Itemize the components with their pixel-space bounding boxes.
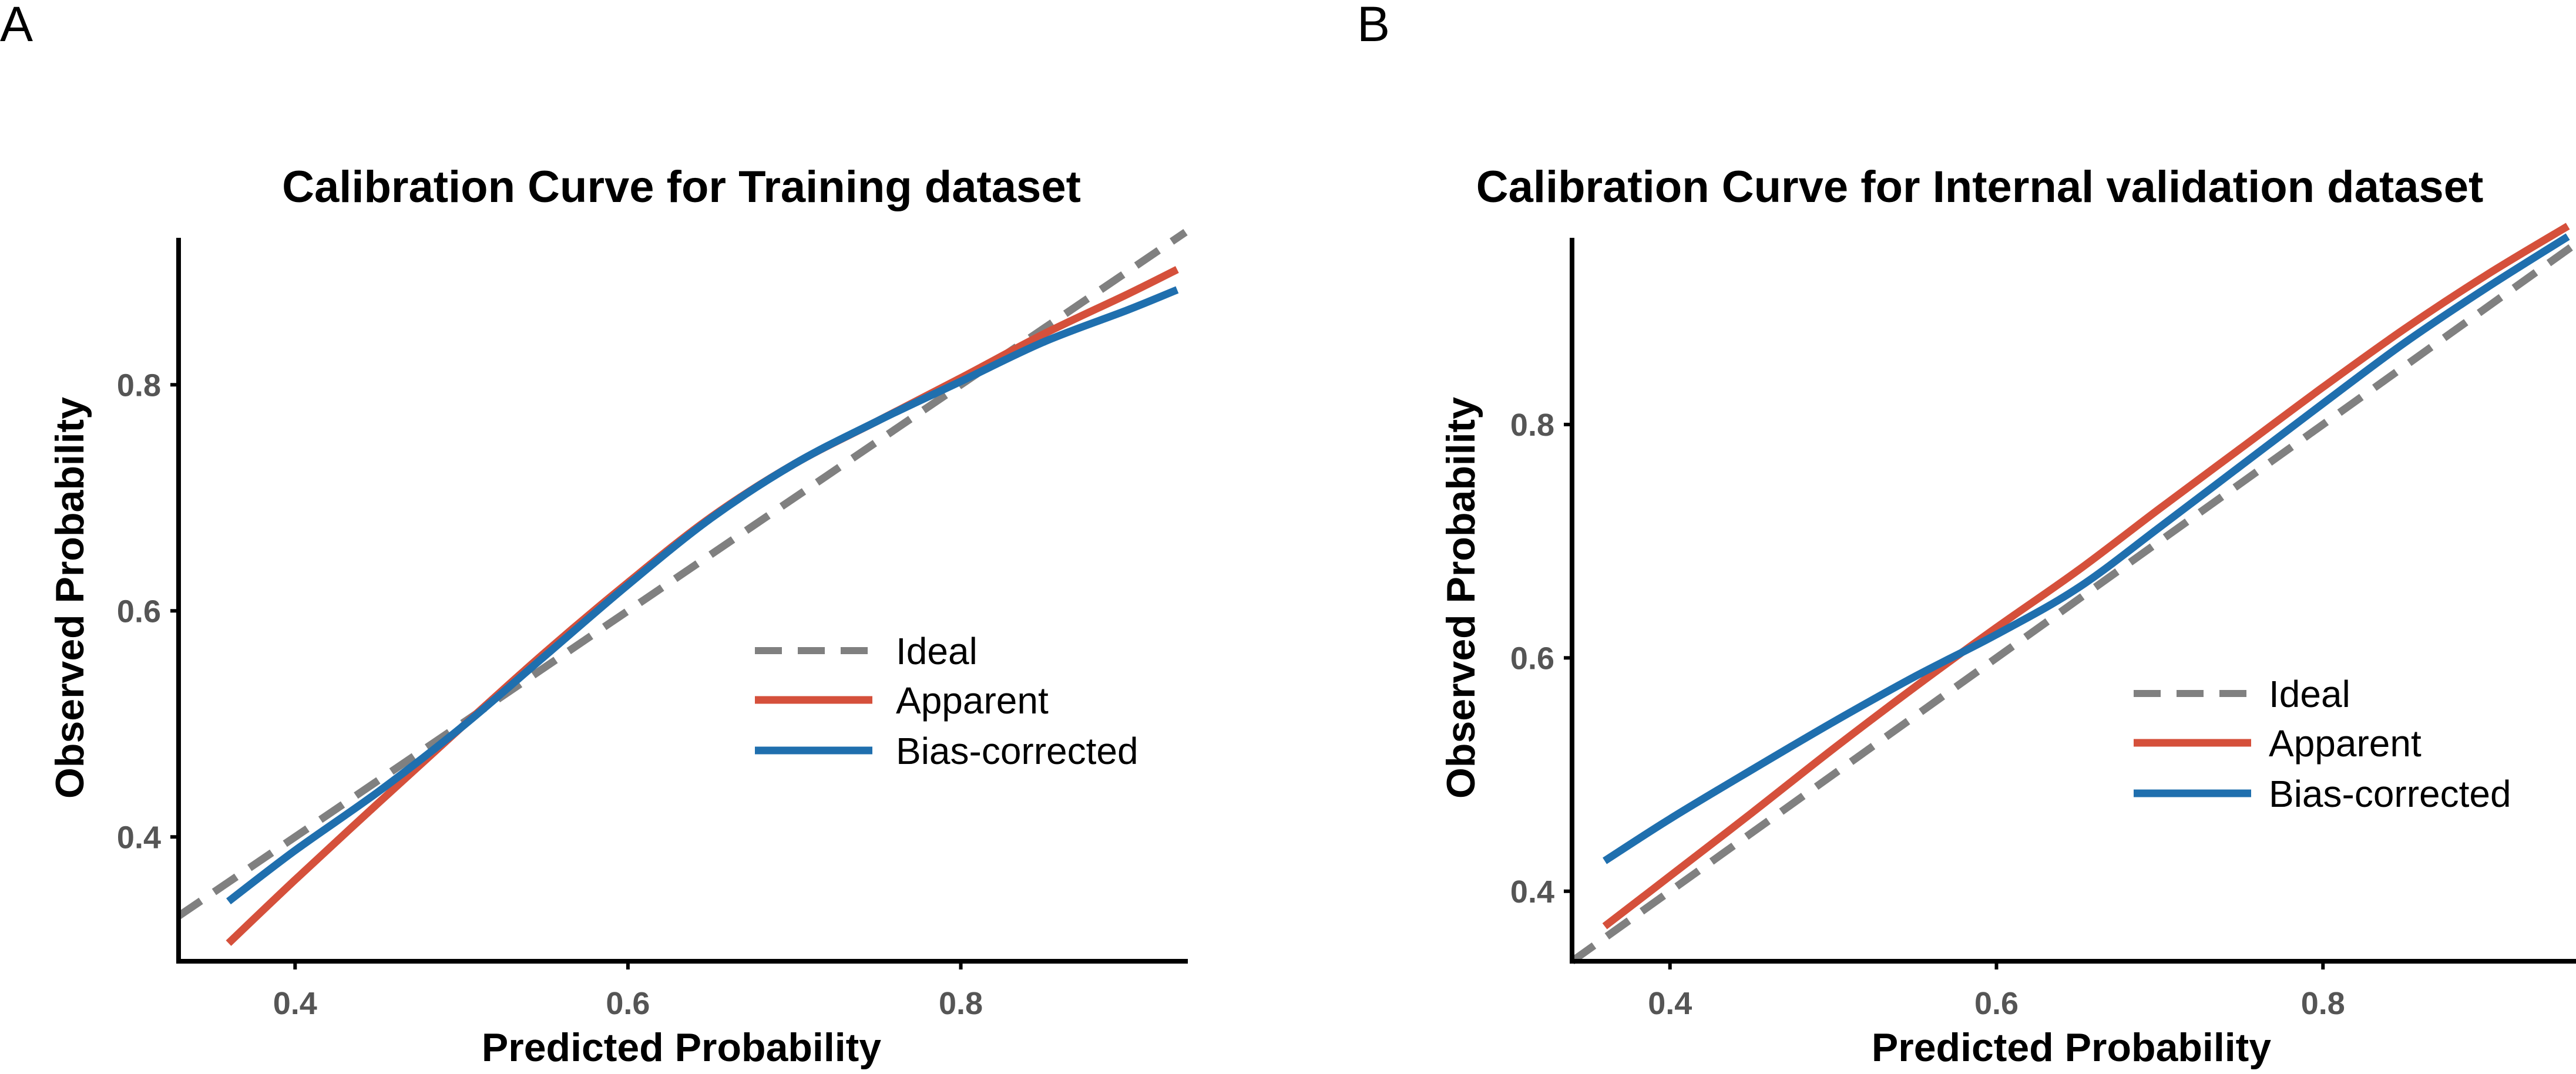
legend-label-ideal: Ideal (2269, 673, 2350, 715)
y-tick-label: 0.8 (117, 368, 161, 403)
panel-letter: B (1357, 0, 1390, 52)
series-line-bias-corrected (226, 286, 1179, 905)
x-tick-label: 0.8 (2301, 986, 2345, 1021)
y-tick-label: 0.8 (1510, 408, 1554, 443)
plot-area: 0.4 0.6 0.8 0.4 0.6 0.8 (1510, 223, 2576, 1021)
panel-letter: A (0, 0, 33, 52)
legend-label-ideal: Ideal (896, 630, 978, 672)
x-tick-label: 0.8 (939, 986, 983, 1021)
plot-area: 0.4 0.6 0.8 0.4 0.6 0.8 (117, 229, 1188, 1021)
series-line-apparent (1602, 223, 2570, 930)
legend-label-bias-corrected: Bias-corrected (2269, 773, 2511, 815)
x-axis-title: Predicted Probability (482, 1025, 881, 1070)
x-tick-label: 0.6 (606, 986, 650, 1021)
x-axis-title: Predicted Probability (1872, 1025, 2271, 1070)
y-tick-label: 0.4 (117, 820, 161, 855)
chart-title: Calibration Curve for Internal validatio… (1476, 162, 2484, 212)
x-tick-label: 0.6 (1974, 986, 2019, 1021)
y-axis-title: Observed Probability (48, 397, 92, 799)
panel-a: A Calibration Curve for Training dataset… (0, 0, 1188, 1070)
legend: Ideal Apparent Bias-corrected (2134, 673, 2511, 815)
legend-label-apparent: Apparent (2269, 722, 2421, 765)
panel-b: B Calibration Curve for Internal validat… (1357, 0, 2576, 1070)
y-axis-title: Observed Probability (1439, 397, 1483, 799)
y-tick-label: 0.6 (1510, 641, 1554, 676)
chart-title: Calibration Curve for Training dataset (282, 162, 1081, 212)
y-tick-label: 0.6 (117, 594, 161, 629)
series-line-apparent (226, 266, 1179, 946)
series-line-ideal (176, 229, 1188, 920)
series-line-bias-corrected (1603, 233, 2570, 864)
x-tick-label: 0.4 (273, 986, 317, 1021)
x-tick-label: 0.4 (1648, 986, 1692, 1021)
legend: Ideal Apparent Bias-corrected (755, 630, 1138, 772)
legend-label-bias-corrected: Bias-corrected (896, 730, 1138, 772)
legend-label-apparent: Apparent (896, 679, 1049, 722)
y-tick-label: 0.4 (1510, 874, 1554, 910)
series-line-ideal (1570, 240, 2576, 965)
